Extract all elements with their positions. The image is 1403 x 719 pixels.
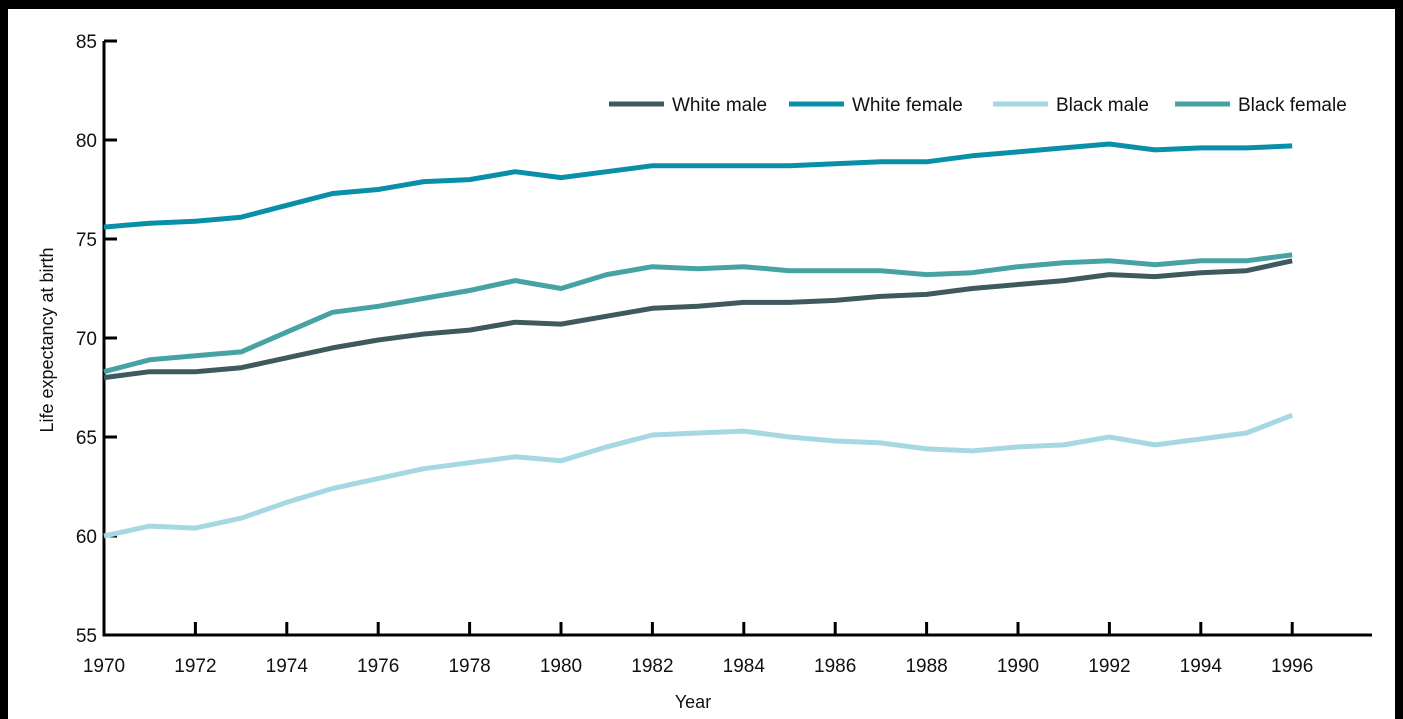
- y-tick-label: 65: [76, 428, 97, 449]
- x-tick-label: 1984: [723, 656, 766, 677]
- series-line-white-male: [103, 258, 1293, 381]
- x-tick-label: 1972: [174, 656, 216, 677]
- x-tick-label: 1978: [448, 656, 490, 677]
- x-tick-label: 1986: [814, 656, 856, 677]
- x-tick-label: 1988: [905, 656, 947, 677]
- y-tick-label: 80: [76, 131, 97, 152]
- series-line-white-female: [103, 141, 1293, 230]
- x-tick-label: 1990: [997, 656, 1039, 677]
- x-tick-label: 1994: [1180, 656, 1223, 677]
- x-tick-label: 1980: [540, 656, 582, 677]
- x-tick-label: 1982: [631, 656, 673, 677]
- legend-label: White male: [672, 95, 767, 116]
- legend-item-white-female: White female: [789, 95, 963, 116]
- y-axis-label: Life expectancy at birth: [37, 247, 57, 432]
- x-tick-label: 1974: [266, 656, 309, 677]
- legend-label: Black female: [1238, 95, 1347, 116]
- y-tick-label: 70: [76, 329, 97, 350]
- x-tick-label: 1976: [357, 656, 399, 677]
- legend-label: Black male: [1056, 95, 1149, 116]
- x-tick-label: 1996: [1271, 656, 1313, 677]
- legend-item-black-male: Black male: [993, 95, 1149, 116]
- legend-item-black-female: Black female: [1175, 95, 1347, 116]
- y-tick-label: 60: [76, 527, 97, 548]
- legend: White male White female Black male Black fe…: [609, 95, 1347, 116]
- legend-label: White female: [852, 95, 963, 116]
- legend-item-white-male: White male: [609, 95, 767, 116]
- x-tick-label: 1970: [83, 656, 125, 677]
- y-tick-label: 75: [76, 230, 97, 251]
- axes: 55 60 65 70 75 80 85 1970 1972 1974 1976 1978 1980 19…: [76, 32, 1372, 677]
- x-tick-label: 1992: [1088, 656, 1130, 677]
- x-axis-label: Year: [675, 692, 711, 712]
- series-lines: [103, 141, 1294, 539]
- y-tick-label: 85: [76, 32, 97, 53]
- y-tick-label: 55: [76, 626, 97, 647]
- series-line-black-female: [103, 252, 1293, 375]
- series-line-black-male: [103, 412, 1294, 539]
